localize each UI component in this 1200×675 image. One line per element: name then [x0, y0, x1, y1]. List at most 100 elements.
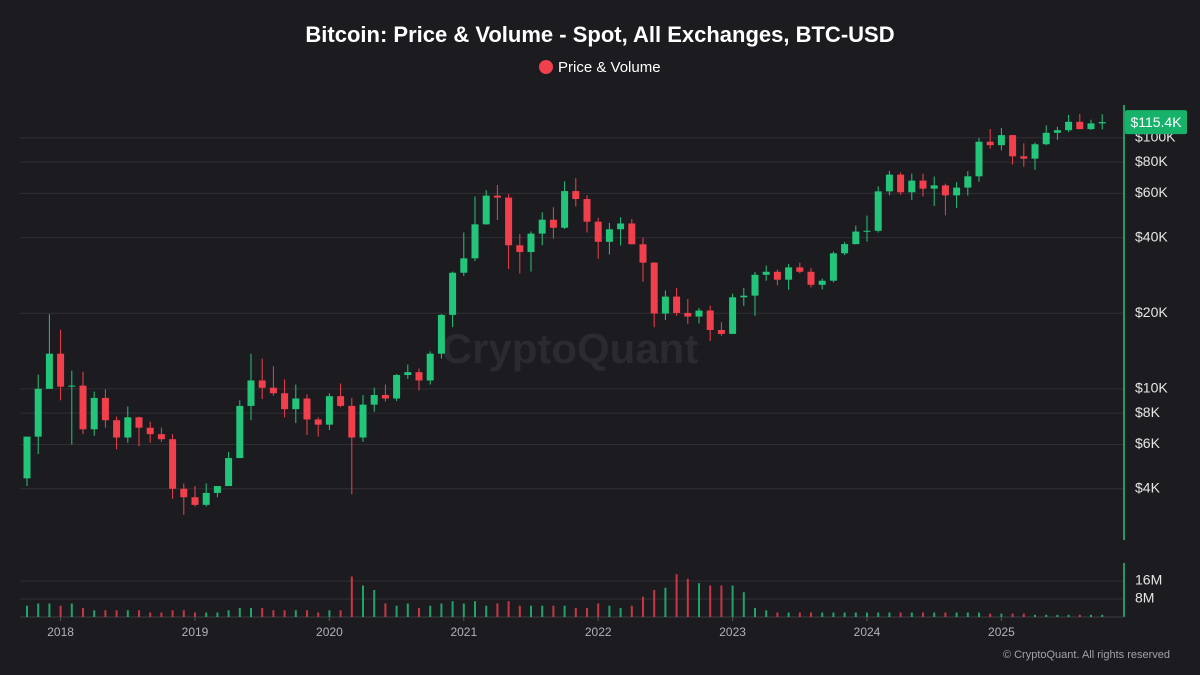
volume-bar — [1101, 614, 1104, 617]
candle-body — [101, 397, 109, 421]
volume-bar — [362, 585, 364, 617]
x-tick-label: 2018 — [47, 625, 74, 639]
candle-body — [180, 488, 188, 498]
volume-bar — [238, 608, 241, 617]
volume-bar — [82, 608, 84, 617]
volume-bar — [272, 610, 275, 617]
x-tick-label: 2025 — [988, 625, 1015, 639]
volume-bar — [530, 605, 532, 617]
candle-body — [415, 372, 423, 381]
volume-bar — [59, 605, 62, 617]
candle-body — [146, 427, 154, 435]
candle-body — [79, 385, 87, 430]
volume-bar — [787, 612, 790, 617]
x-tick-label: 2022 — [585, 625, 612, 639]
candle-body — [292, 398, 300, 410]
volume-bar — [955, 612, 958, 617]
watermark: CryptoQuant — [442, 325, 699, 372]
volume-bar — [328, 610, 331, 617]
candle-body — [1031, 144, 1039, 159]
volume-bar — [429, 605, 432, 617]
candle-body — [482, 195, 490, 225]
candle-body — [381, 394, 389, 399]
volume-bar — [754, 608, 756, 617]
candle-body — [471, 224, 479, 259]
candle-body — [505, 197, 513, 246]
candle-body — [135, 417, 143, 428]
volume-bar — [798, 612, 801, 617]
volume-bar — [574, 608, 577, 617]
candle-body — [191, 497, 199, 505]
candle-body — [449, 272, 457, 315]
candle-body — [583, 199, 591, 222]
candle-body — [706, 310, 714, 331]
candle-body — [673, 296, 681, 313]
volume-bar — [138, 610, 140, 617]
volume-bar — [933, 612, 936, 617]
volume-bar — [854, 612, 857, 617]
candle-body — [1087, 123, 1095, 130]
y-tick-label: $10K — [1135, 380, 1168, 396]
volume-bar — [563, 605, 566, 617]
legend-label: Price & Volume — [558, 59, 661, 76]
volume-bar — [373, 590, 376, 617]
candle-body — [829, 253, 837, 281]
volume-bar — [70, 603, 73, 617]
volume-bar — [350, 576, 353, 617]
volume-bar — [37, 603, 40, 617]
candle-body — [258, 380, 266, 388]
volume-bar — [171, 610, 174, 617]
candle-body — [549, 219, 557, 228]
volume-bar — [541, 605, 544, 617]
candle-body — [997, 135, 1005, 146]
volume-bar — [810, 612, 812, 617]
candle-body — [650, 262, 658, 314]
candle-body — [23, 436, 31, 479]
candle-body — [897, 174, 905, 193]
volume-bar — [216, 612, 219, 617]
volume-bar — [1000, 613, 1003, 617]
candle-body — [594, 221, 602, 242]
candle-body — [393, 375, 401, 399]
volume-bar — [160, 612, 163, 617]
candle-body — [538, 219, 546, 234]
candle-body — [516, 245, 524, 253]
volume-bar — [776, 612, 779, 617]
volume-bar — [720, 585, 723, 617]
volume-bar — [227, 610, 230, 617]
candle-body — [941, 185, 949, 196]
volume-bar — [126, 610, 129, 617]
volume-bar — [451, 601, 454, 617]
x-tick-label: 2020 — [316, 625, 343, 639]
volume-bar — [922, 612, 924, 617]
candle-body — [841, 244, 849, 254]
y2-tick-label: 16M — [1135, 572, 1162, 588]
volume-bar — [48, 603, 51, 617]
candle-body — [617, 223, 625, 230]
candle-body — [762, 271, 770, 275]
candle-body — [561, 191, 569, 228]
volume-bar — [384, 603, 387, 617]
candle-body — [460, 258, 468, 273]
candle-body — [370, 394, 378, 405]
candle-body — [359, 404, 367, 438]
candle-body — [717, 330, 725, 334]
volume-bar — [406, 603, 409, 617]
volume-bar — [294, 610, 297, 617]
volume-bar — [731, 585, 734, 617]
volume-bar — [978, 612, 980, 617]
candle-body — [325, 396, 333, 425]
candle-body — [1098, 122, 1106, 124]
volume-bar — [115, 610, 118, 617]
candle-body — [975, 141, 983, 177]
candle-body — [684, 312, 692, 317]
candle-body — [1020, 156, 1028, 159]
candle-body — [818, 280, 826, 285]
candle-body — [337, 396, 345, 406]
volume-bar — [653, 590, 656, 617]
candle-body — [157, 434, 165, 440]
volume-bar — [866, 612, 868, 617]
candle-body — [953, 187, 961, 196]
volume-bar — [1045, 614, 1048, 617]
